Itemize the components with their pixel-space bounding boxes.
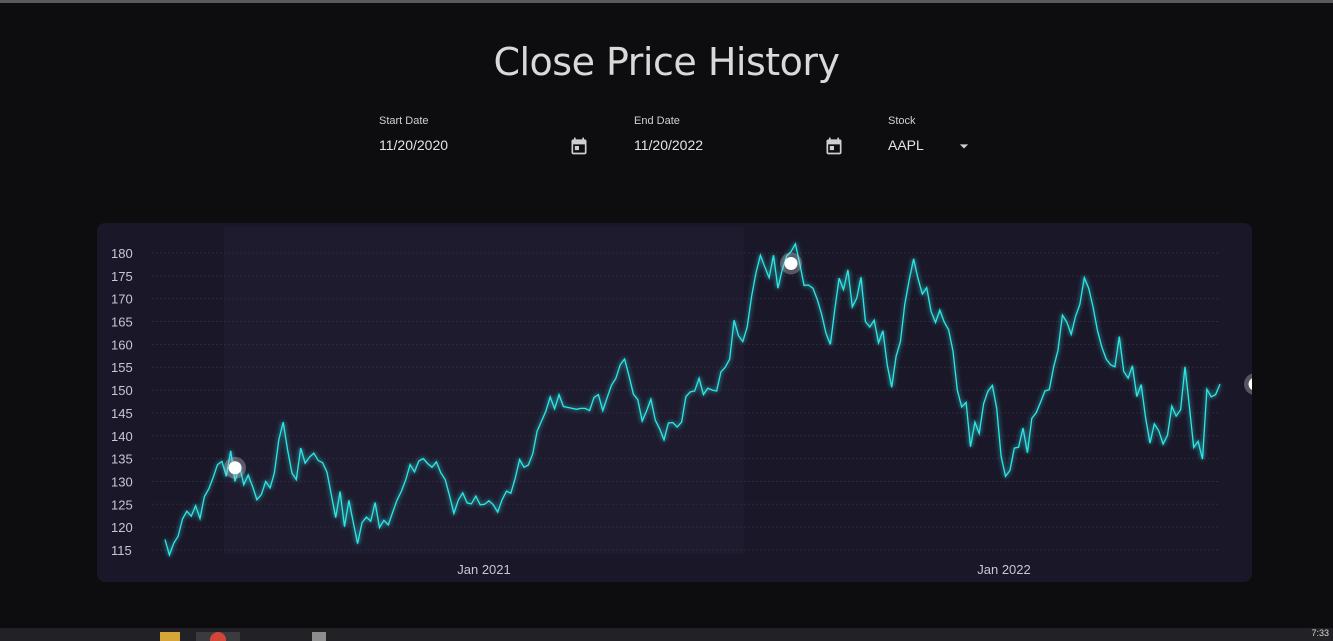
calendar-icon[interactable]: [569, 136, 589, 156]
folder-icon[interactable]: [160, 632, 180, 641]
y-tick-label: 155: [111, 360, 133, 375]
y-tick-label: 150: [111, 383, 133, 398]
browser-icon[interactable]: [196, 632, 240, 641]
close-price-line: [164, 242, 1221, 558]
marker-halo: [1244, 373, 1252, 395]
stock-value[interactable]: AAPL: [888, 137, 924, 153]
y-tick-label: 175: [111, 269, 133, 284]
chart-marker[interactable]: [1248, 378, 1252, 391]
y-tick-label: 125: [111, 497, 133, 512]
start-date-field[interactable]: Start Date: [371, 112, 601, 164]
start-date-input[interactable]: [379, 137, 559, 153]
end-date-label: End Date: [634, 115, 680, 127]
y-axis: 115 120 125 130 135 140 145 150 155 160 165 170 175 1…: [111, 246, 133, 558]
y-tick-label: 115: [111, 543, 132, 558]
markers: [224, 252, 1252, 479]
y-tick-label: 130: [111, 474, 133, 489]
window-top-border: [0, 0, 1333, 3]
y-tick-label: 180: [111, 246, 133, 261]
start-date-label: Start Date: [379, 115, 429, 127]
x-tick-label: Jan 2021: [457, 562, 511, 577]
stock-select[interactable]: Stock AAPL: [880, 112, 980, 164]
y-tick-label: 135: [111, 452, 133, 467]
close-price-chart[interactable]: 115 120 125 130 135 140 145 150 155 160 165 170 175 1…: [97, 223, 1252, 582]
file-icon[interactable]: [312, 632, 326, 641]
taskbar-clock: 7:33: [1311, 628, 1329, 638]
end-date-input[interactable]: [634, 137, 814, 153]
y-tick-label: 120: [111, 520, 133, 535]
stock-label: Stock: [888, 115, 916, 127]
taskbar-start-button[interactable]: [20, 632, 60, 641]
chart-card: 115 120 125 130 135 140 145 150 155 160 165 170 175 1…: [97, 223, 1252, 582]
taskbar: 7:33: [0, 628, 1333, 641]
dropdown-arrow-icon[interactable]: [954, 136, 974, 156]
x-axis: Jan 2021 Jan 2022: [457, 562, 1031, 577]
page-title: Close Price History: [493, 40, 840, 84]
grid-lines: [152, 252, 1220, 551]
y-tick-label: 160: [111, 337, 133, 352]
y-tick-label: 170: [111, 292, 133, 307]
chart-marker[interactable]: [784, 257, 798, 271]
y-tick-label: 165: [111, 315, 133, 330]
app-icon[interactable]: [262, 632, 274, 641]
calendar-icon[interactable]: [824, 136, 844, 156]
x-tick-label: Jan 2022: [977, 562, 1031, 577]
y-tick-label: 145: [111, 406, 133, 421]
end-date-field[interactable]: End Date: [626, 112, 856, 164]
y-tick-label: 140: [111, 429, 133, 444]
chart-marker[interactable]: [228, 461, 242, 475]
